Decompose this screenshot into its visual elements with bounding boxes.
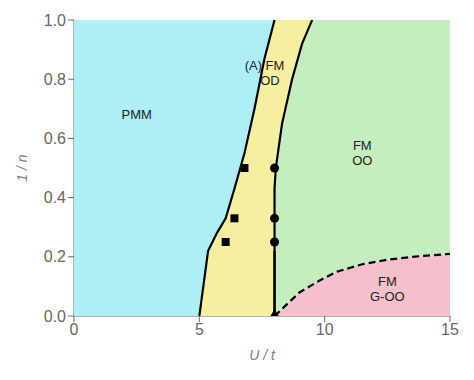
svg-text:1.0: 1.0 <box>44 12 66 29</box>
svg-text:5: 5 <box>195 321 204 338</box>
svg-text:FMG-OO: FMG-OO <box>370 274 405 304</box>
svg-text:0.0: 0.0 <box>44 308 66 325</box>
svg-text:U / t: U / t <box>249 347 276 363</box>
svg-text:(A) FM OD: (A) FM OD <box>245 58 285 88</box>
svg-text:0.8: 0.8 <box>44 71 66 88</box>
svg-text:15: 15 <box>441 321 459 338</box>
svg-text:1 / n: 1 / n <box>14 154 30 181</box>
svg-text:0.4: 0.4 <box>44 189 66 206</box>
svg-text:0: 0 <box>70 321 79 338</box>
svg-text:0.6: 0.6 <box>44 130 66 147</box>
svg-text:FMOO: FMOO <box>352 138 372 168</box>
svg-text:10: 10 <box>316 321 334 338</box>
svg-text:0.2: 0.2 <box>44 248 66 265</box>
svg-text:PMM: PMM <box>121 107 151 122</box>
